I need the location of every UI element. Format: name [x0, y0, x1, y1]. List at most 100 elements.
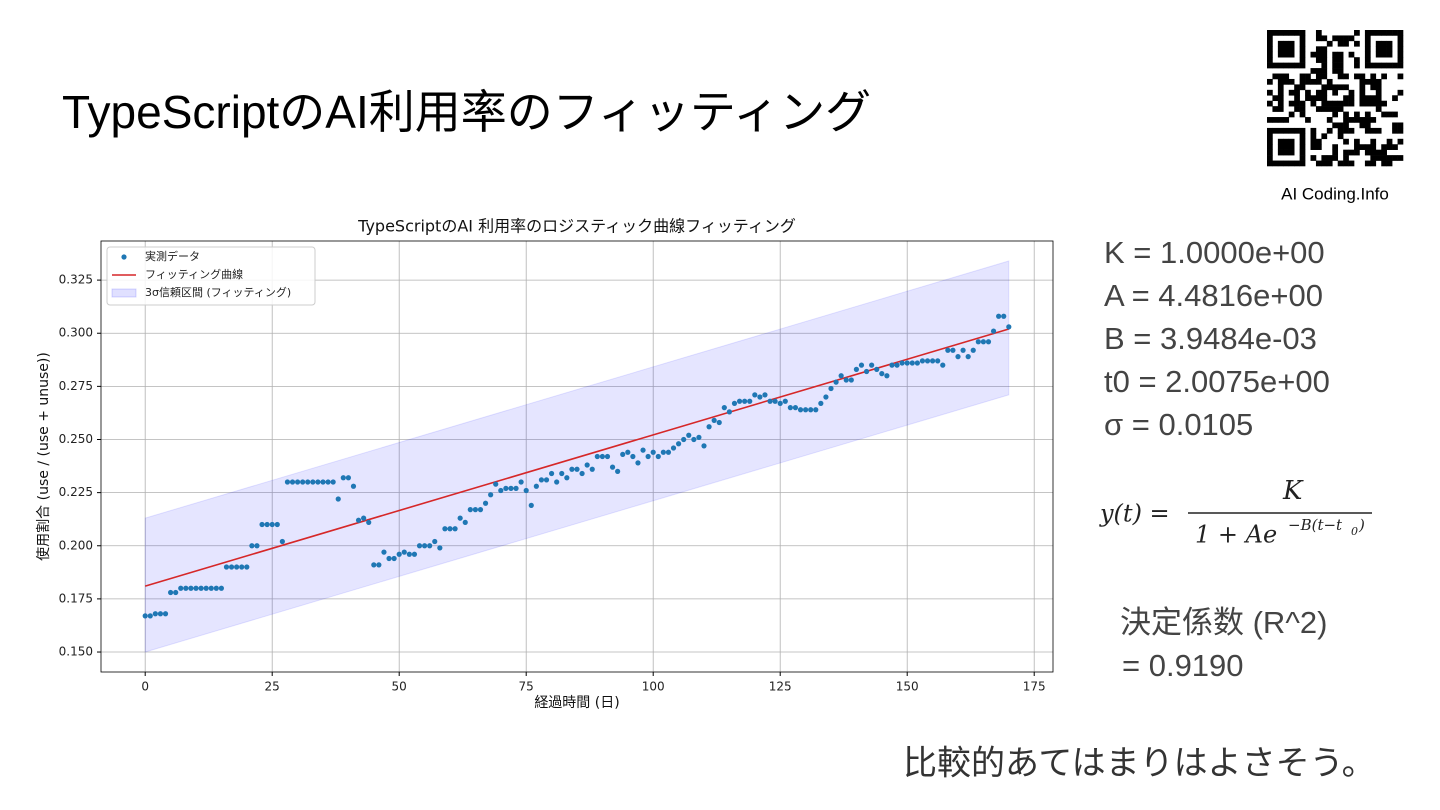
qr-module	[1294, 95, 1300, 102]
data-point	[762, 392, 768, 398]
data-point	[996, 313, 1002, 319]
slide-title: TypeScriptのAI利用率のフィッティング	[62, 86, 871, 138]
data-point	[462, 519, 468, 525]
qr-module	[1381, 100, 1387, 107]
qr-module	[1381, 51, 1387, 58]
legend-box	[106, 246, 316, 306]
data-point	[249, 543, 255, 549]
qr-module	[1272, 160, 1279, 167]
qr-module	[1343, 127, 1349, 134]
data-point	[188, 585, 194, 591]
qr-module	[1267, 160, 1273, 167]
data-point	[1001, 313, 1007, 319]
data-point	[523, 487, 529, 494]
data-point	[594, 453, 600, 460]
y-tick-label: 0.325	[59, 273, 93, 287]
data-point	[721, 405, 727, 411]
data-point	[615, 468, 621, 474]
qr-module	[1386, 111, 1393, 118]
data-point	[736, 398, 743, 404]
r2-value: = 0.9190	[1122, 648, 1244, 683]
data-point	[889, 362, 895, 368]
qr-module	[1364, 51, 1371, 58]
data-point	[874, 366, 880, 372]
formula-numerator: K	[1282, 476, 1304, 506]
qr-module	[1310, 155, 1317, 161]
data-point	[660, 449, 666, 455]
qr-module	[1305, 95, 1311, 102]
qr-module	[1364, 35, 1371, 42]
qr-module	[1375, 62, 1382, 69]
qr-module	[1283, 149, 1290, 156]
data-point	[960, 347, 966, 353]
data-point	[355, 517, 362, 523]
data-point	[533, 483, 539, 489]
qr-module	[1359, 117, 1366, 123]
qr-module	[1288, 40, 1295, 47]
qr-module	[1343, 117, 1349, 123]
qr-module	[1277, 138, 1284, 145]
data-point	[493, 481, 499, 487]
qr-module	[1277, 106, 1284, 112]
qr-module	[1326, 78, 1333, 85]
qr-module	[1343, 122, 1349, 129]
qr-module	[1364, 30, 1371, 36]
data-point	[655, 453, 661, 460]
qr-module	[1315, 144, 1322, 150]
qr-module	[1348, 127, 1355, 134]
qr-module	[1364, 100, 1371, 107]
data-point	[904, 360, 910, 366]
chart-title: TypeScriptのAI 利用率のロジスティック曲線フィッティング	[357, 217, 796, 236]
qr-module	[1354, 149, 1360, 156]
data-point	[828, 385, 834, 392]
qr-module	[1370, 138, 1377, 145]
qr-module	[1386, 30, 1393, 36]
qr-module	[1310, 133, 1317, 140]
qr-module	[1299, 111, 1306, 118]
data-point	[213, 585, 219, 591]
data-point	[289, 479, 296, 485]
legend-marker	[121, 254, 127, 260]
data-point	[848, 377, 854, 383]
qr-module	[1267, 133, 1273, 140]
qr-module	[1310, 51, 1317, 58]
data-point	[726, 409, 733, 415]
qr-module	[1375, 51, 1382, 58]
qr-module	[1332, 111, 1339, 118]
qr-code	[1267, 30, 1404, 167]
data-point	[538, 477, 545, 483]
qr-module	[1310, 127, 1317, 134]
qr-module	[1343, 84, 1349, 91]
data-point	[269, 521, 275, 528]
qr-module	[1337, 40, 1344, 47]
data-point	[528, 502, 534, 508]
qr-module	[1343, 95, 1349, 102]
x-tick-label: 75	[519, 680, 534, 694]
qr-module	[1337, 62, 1344, 69]
data-point	[574, 466, 580, 472]
data-point	[838, 373, 844, 379]
qr-module	[1364, 122, 1371, 129]
qr-module	[1375, 30, 1382, 36]
qr-module	[1299, 62, 1306, 69]
data-point	[747, 398, 753, 404]
data-point	[167, 589, 174, 596]
qr-module	[1370, 144, 1377, 150]
data-point	[899, 360, 905, 366]
legend-label: フィッティング曲線	[145, 267, 243, 281]
data-point	[427, 543, 433, 549]
qr-module	[1283, 62, 1290, 69]
data-point	[554, 479, 560, 485]
qr-module	[1272, 73, 1279, 80]
qr-module	[1299, 78, 1306, 85]
data-point	[457, 515, 463, 521]
data-point	[147, 613, 153, 619]
param: A = 4.4816e+00	[1104, 278, 1323, 313]
qr-module	[1288, 160, 1295, 167]
qr-module	[1375, 89, 1382, 96]
data-point	[300, 479, 306, 485]
qr-module	[1397, 35, 1404, 42]
data-point	[665, 449, 672, 455]
data-point	[716, 419, 722, 426]
qr-module	[1272, 127, 1279, 134]
